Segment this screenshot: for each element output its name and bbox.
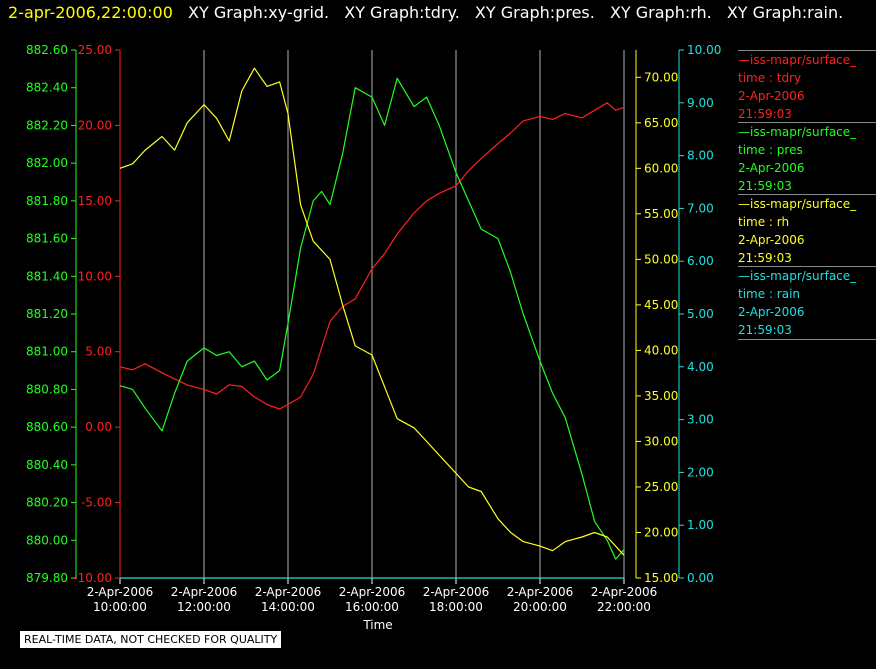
x-tick-date: 2-Apr-2006 bbox=[423, 585, 490, 599]
rain-tick-label: 3.00 bbox=[687, 413, 714, 427]
rh-tick-label: 60.00 bbox=[644, 161, 678, 175]
pres-tick-label: 880.60 bbox=[26, 420, 68, 434]
legend-time: 21:59:03 bbox=[738, 323, 792, 337]
pres-tick-label: 879.80 bbox=[26, 571, 68, 585]
legend-var: time : rain bbox=[738, 287, 801, 301]
legend-var: time : pres bbox=[738, 143, 803, 157]
graph-name-pres[interactable]: XY Graph:pres. bbox=[474, 3, 595, 22]
pres-tick-label: 881.20 bbox=[26, 307, 68, 321]
pres-tick-label: 881.80 bbox=[26, 194, 68, 208]
timestamp: 2-apr-2006,22:00:00 bbox=[8, 3, 173, 22]
rain-tick-label: 10.00 bbox=[687, 43, 721, 57]
series-line-rh bbox=[119, 67, 625, 556]
x-tick-date: 2-Apr-2006 bbox=[591, 585, 658, 599]
rain-tick-label: 8.00 bbox=[687, 149, 714, 163]
graph-name-rain[interactable]: XY Graph:rain. bbox=[726, 3, 844, 22]
x-tick-time: 18:00:00 bbox=[429, 600, 483, 614]
legend-source: —iss-mapr/surface_ bbox=[738, 53, 857, 67]
rh-tick-label: 30.00 bbox=[644, 434, 678, 448]
tdry-tick-label: 15.00 bbox=[78, 194, 112, 208]
rain-tick-label: 4.00 bbox=[687, 360, 714, 374]
x-tick-time: 16:00:00 bbox=[345, 600, 399, 614]
legend-source: —iss-mapr/surface_ bbox=[738, 197, 857, 211]
rain-tick-label: 1.00 bbox=[687, 518, 714, 532]
series-line-tdry bbox=[119, 102, 625, 410]
rh-tick-label: 35.00 bbox=[644, 389, 678, 403]
x-axis-label: Time bbox=[362, 618, 392, 632]
legend-date: 2-Apr-2006 bbox=[738, 89, 805, 103]
rain-tick-label: 9.00 bbox=[687, 96, 714, 110]
quality-disclaimer: REAL-TIME DATA, NOT CHECKED FOR QUALITY bbox=[20, 631, 282, 648]
series-line-pres bbox=[119, 77, 625, 560]
x-tick-time: 12:00:00 bbox=[177, 600, 231, 614]
pres-tick-label: 880.40 bbox=[26, 458, 68, 472]
legend-date: 2-Apr-2006 bbox=[738, 305, 805, 319]
pres-tick-label: 880.00 bbox=[26, 533, 68, 547]
x-tick-date: 2-Apr-2006 bbox=[87, 585, 154, 599]
title-bar: 2-apr-2006,22:00:00 XY Graph:xy-grid. XY… bbox=[8, 3, 853, 23]
x-tick-date: 2-Apr-2006 bbox=[507, 585, 574, 599]
legend-pres: —iss-mapr/surface_ time : pres 2-Apr-200… bbox=[738, 122, 876, 195]
legend-time: 21:59:03 bbox=[738, 107, 792, 121]
rh-tick-label: 15.00 bbox=[644, 571, 678, 585]
legend-date: 2-Apr-2006 bbox=[738, 233, 805, 247]
x-tick-time: 22:00:00 bbox=[597, 600, 651, 614]
graph-name-rh[interactable]: XY Graph:rh. bbox=[609, 3, 712, 22]
legend-time: 21:59:03 bbox=[738, 179, 792, 193]
tdry-tick-label: 5.00 bbox=[85, 345, 112, 359]
rh-tick-label: 25.00 bbox=[644, 480, 678, 494]
legend-var: time : rh bbox=[738, 215, 790, 229]
rh-tick-label: 45.00 bbox=[644, 298, 678, 312]
rh-tick-label: 55.00 bbox=[644, 207, 678, 221]
rh-tick-label: 20.00 bbox=[644, 525, 678, 539]
tdry-tick-label: 25.00 bbox=[78, 43, 112, 57]
pres-tick-label: 882.60 bbox=[26, 43, 68, 57]
legend-tdry: —iss-mapr/surface_ time : tdry 2-Apr-200… bbox=[738, 50, 876, 123]
legend-var: time : tdry bbox=[738, 71, 802, 85]
rain-tick-label: 0.00 bbox=[687, 571, 714, 585]
rh-tick-label: 70.00 bbox=[644, 70, 678, 84]
x-tick-time: 20:00:00 bbox=[513, 600, 567, 614]
pres-tick-label: 882.00 bbox=[26, 156, 68, 170]
x-tick-time: 10:00:00 bbox=[93, 600, 147, 614]
rh-tick-label: 50.00 bbox=[644, 252, 678, 266]
rh-tick-label: 65.00 bbox=[644, 116, 678, 130]
pres-tick-label: 881.00 bbox=[26, 345, 68, 359]
pres-tick-label: 880.20 bbox=[26, 496, 68, 510]
rain-tick-label: 5.00 bbox=[687, 307, 714, 321]
tdry-tick-label: -10.00 bbox=[73, 571, 112, 585]
pres-tick-label: 882.20 bbox=[26, 118, 68, 132]
graph-name-xy-grid[interactable]: XY Graph:xy-grid. bbox=[188, 3, 330, 22]
legend-source: —iss-mapr/surface_ bbox=[738, 125, 857, 139]
legend-rain: —iss-mapr/surface_ time : rain 2-Apr-200… bbox=[738, 266, 876, 340]
rh-tick-label: 40.00 bbox=[644, 343, 678, 357]
legend-source: —iss-mapr/surface_ bbox=[738, 269, 857, 283]
x-tick-time: 14:00:00 bbox=[261, 600, 315, 614]
x-tick-date: 2-Apr-2006 bbox=[255, 585, 322, 599]
rain-tick-label: 2.00 bbox=[687, 465, 714, 479]
tdry-tick-label: 20.00 bbox=[78, 118, 112, 132]
x-tick-date: 2-Apr-2006 bbox=[171, 585, 238, 599]
legend-rh: —iss-mapr/surface_ time : rh 2-Apr-2006 … bbox=[738, 194, 876, 267]
pres-tick-label: 881.60 bbox=[26, 232, 68, 246]
tdry-tick-label: 10.00 bbox=[78, 269, 112, 283]
rain-tick-label: 7.00 bbox=[687, 201, 714, 215]
rain-tick-label: 6.00 bbox=[687, 254, 714, 268]
pres-tick-label: 882.40 bbox=[26, 81, 68, 95]
pres-tick-label: 881.40 bbox=[26, 269, 68, 283]
tdry-tick-label: -5.00 bbox=[81, 496, 112, 510]
graph-name-tdry[interactable]: XY Graph:tdry. bbox=[344, 3, 460, 22]
legend-time: 21:59:03 bbox=[738, 251, 792, 265]
pres-tick-label: 880.80 bbox=[26, 382, 68, 396]
legend-date: 2-Apr-2006 bbox=[738, 161, 805, 175]
tdry-tick-label: 0.00 bbox=[85, 420, 112, 434]
x-tick-date: 2-Apr-2006 bbox=[339, 585, 406, 599]
